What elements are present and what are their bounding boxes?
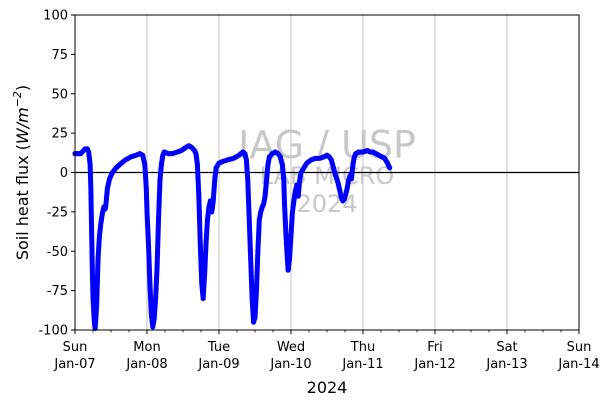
y-axis-label-prefix: Soil heat flux ( <box>13 144 32 260</box>
data-points <box>72 143 393 332</box>
y-tick-label: -75 <box>47 284 68 299</box>
y-axis-label-suffix: ) <box>13 85 32 91</box>
x-axis-ticks: Sun Jan-07 Mon Jan-08 Tue Jan-09 Wed Jan-10 Thu J… <box>53 330 600 372</box>
y-axis-ticks: -100 -75 -50 -25 0 25 50 75 100 <box>38 9 75 339</box>
x-tick-day-label: Wed <box>277 340 305 355</box>
data-point <box>387 165 393 171</box>
x-tick-day-label: Thu <box>350 340 375 355</box>
y-tick-label: 50 <box>51 87 68 102</box>
x-tick-date-label: Jan-14 <box>557 357 599 372</box>
x-tick-day-label: Sat <box>496 340 517 355</box>
y-axis-label-unit: W/m <box>13 107 32 144</box>
x-tick-date-label: Jan-10 <box>269 357 311 372</box>
y-axis-label: Soil heat flux (W/m−2) <box>11 85 32 260</box>
x-tick-date-label: Jan-07 <box>53 357 95 372</box>
watermark-line-1: IAG / USP <box>238 123 416 167</box>
x-tick-day-label: Sun <box>567 340 592 355</box>
y-tick-label: -50 <box>47 245 68 260</box>
x-tick-day-label: Fri <box>427 340 443 355</box>
y-axis-label-exponent: −2 <box>11 91 24 107</box>
y-tick-label: 0 <box>60 166 68 181</box>
x-tick-day-label: Mon <box>133 340 160 355</box>
x-tick-date-label: Jan-09 <box>197 357 239 372</box>
x-tick-date-label: Jan-13 <box>485 357 527 372</box>
y-tick-label: -100 <box>38 324 68 339</box>
y-tick-label: -25 <box>47 205 68 220</box>
watermark-line-2: LAB MICRO <box>260 162 395 190</box>
y-tick-label: 100 <box>43 9 68 24</box>
watermark-line-3: 2024 <box>296 190 357 218</box>
x-tick-date-label: Jan-08 <box>125 357 167 372</box>
x-tick-day-label: Tue <box>207 340 230 355</box>
y-tick-label: 25 <box>51 127 68 142</box>
x-tick-day-label: Sun <box>63 340 88 355</box>
x-axis-label: 2024 <box>307 378 348 397</box>
y-tick-label: 75 <box>51 48 68 63</box>
x-tick-date-label: Jan-11 <box>341 357 383 372</box>
x-tick-date-label: Jan-12 <box>413 357 455 372</box>
